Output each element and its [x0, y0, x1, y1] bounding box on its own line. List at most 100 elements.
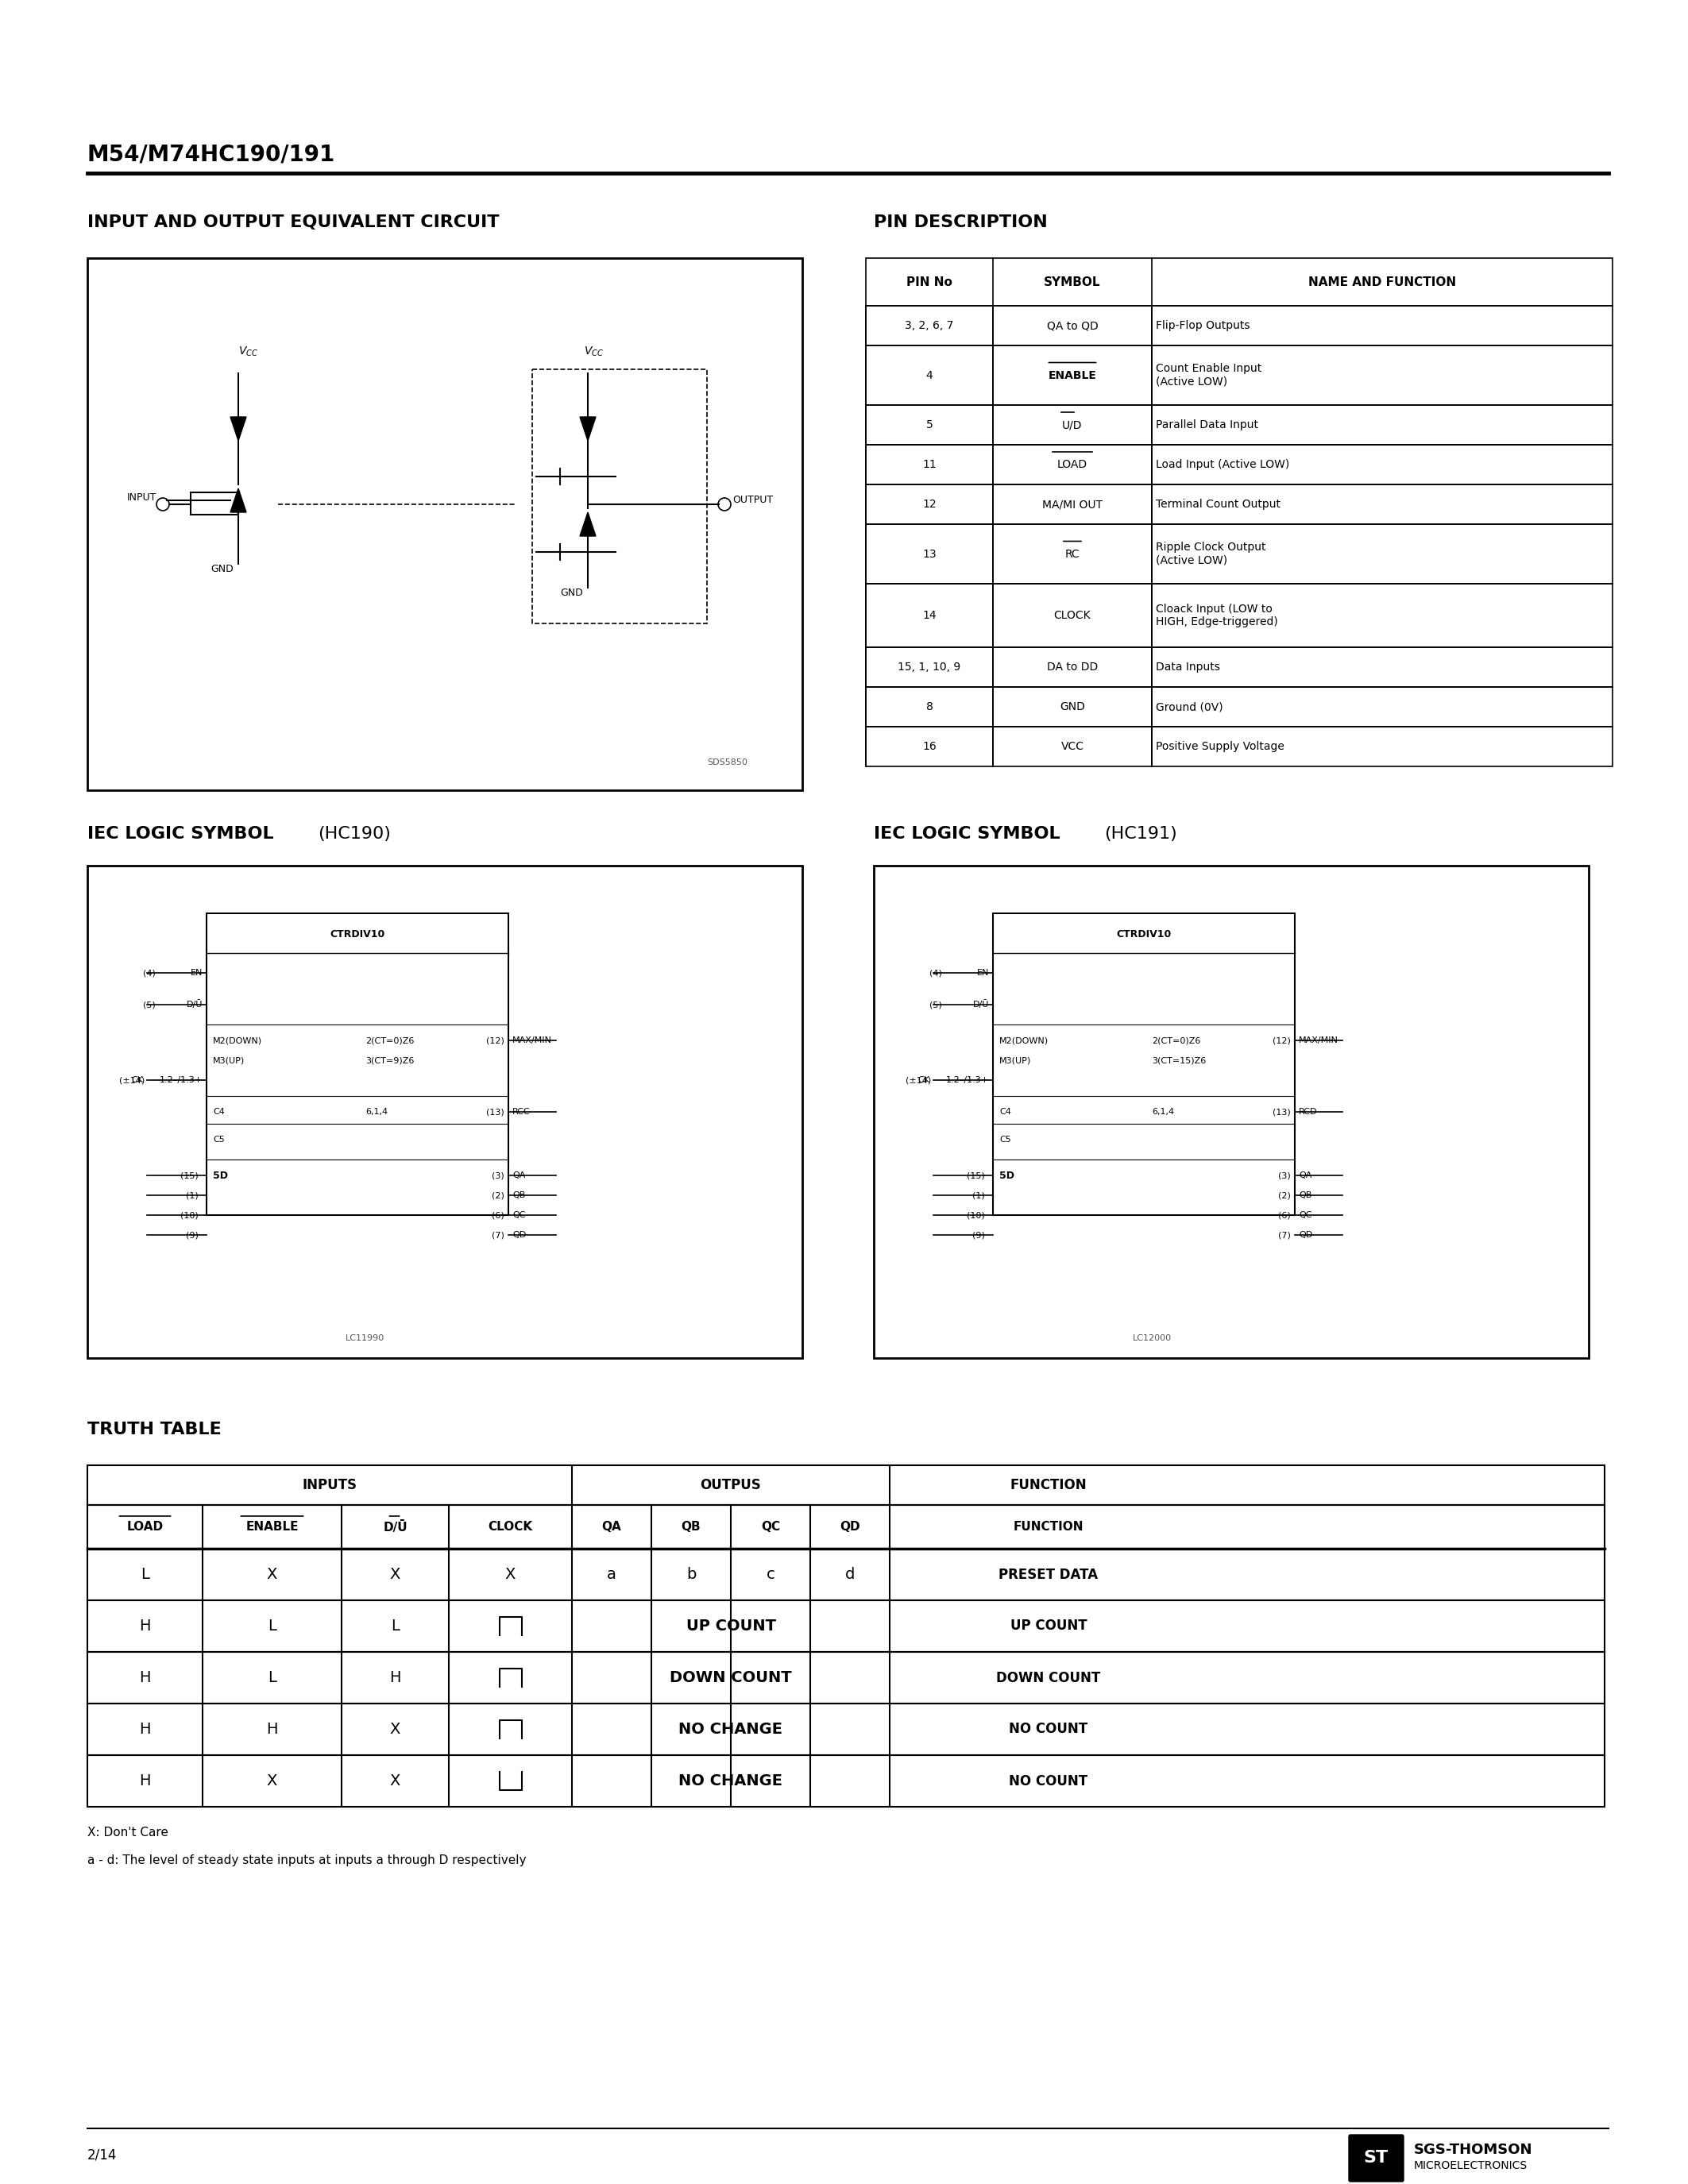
- Polygon shape: [581, 513, 596, 535]
- Text: 16: 16: [922, 740, 937, 751]
- Text: C4: C4: [999, 1107, 1011, 1116]
- Text: CTRDIV10: CTRDIV10: [1116, 928, 1171, 939]
- Text: LOAD: LOAD: [127, 1520, 164, 1533]
- Text: M2(DOWN): M2(DOWN): [999, 1037, 1048, 1044]
- Text: QA: QA: [1298, 1171, 1312, 1179]
- Text: IEC LOGIC SYMBOL: IEC LOGIC SYMBOL: [88, 826, 273, 841]
- Text: a: a: [608, 1566, 616, 1581]
- Text: D/Ū: D/Ū: [972, 1000, 989, 1009]
- Text: a - d: The level of steady state inputs at inputs a through D respectively: a - d: The level of steady state inputs …: [88, 1854, 527, 1867]
- Text: (9): (9): [186, 1232, 199, 1238]
- Text: OUTPUS: OUTPUS: [701, 1479, 761, 1492]
- Text: 1.2–/1.3+: 1.2–/1.3+: [160, 1077, 203, 1083]
- Text: RC: RC: [1065, 548, 1080, 559]
- Text: CLOCK: CLOCK: [1053, 609, 1090, 620]
- Text: D/Ū: D/Ū: [186, 1000, 203, 1009]
- Text: Flip-Flop Outputs: Flip-Flop Outputs: [1156, 321, 1249, 332]
- Bar: [88, 1651, 1605, 1704]
- Text: (12): (12): [1273, 1037, 1291, 1044]
- Text: Cloack Input (LOW to
HIGH, Edge-triggered): Cloack Input (LOW to HIGH, Edge-triggere…: [1156, 603, 1278, 627]
- Text: (5): (5): [930, 1000, 942, 1009]
- Text: QA to QD: QA to QD: [1047, 321, 1099, 332]
- Text: X: X: [390, 1566, 400, 1581]
- Text: RCC: RCC: [513, 1107, 530, 1116]
- Text: MAX/MIN: MAX/MIN: [513, 1037, 552, 1044]
- Bar: [88, 258, 802, 791]
- Text: M3(UP): M3(UP): [213, 1057, 245, 1064]
- Text: DOWN COUNT: DOWN COUNT: [670, 1671, 792, 1686]
- Text: PIN DESCRIPTION: PIN DESCRIPTION: [874, 214, 1048, 229]
- Text: 12: 12: [922, 498, 937, 509]
- Text: FUNCTION: FUNCTION: [1009, 1479, 1087, 1492]
- Text: QB: QB: [513, 1190, 525, 1199]
- Text: X: X: [390, 1773, 400, 1789]
- Text: LC12000: LC12000: [1133, 1334, 1171, 1343]
- Bar: [88, 1465, 1605, 1505]
- Text: C5: C5: [999, 1136, 1011, 1144]
- Text: OUTPUT: OUTPUT: [733, 496, 773, 505]
- Text: ENABLE: ENABLE: [246, 1520, 299, 1533]
- Text: 11: 11: [922, 459, 937, 470]
- Text: 5D: 5D: [999, 1171, 1014, 1182]
- Text: (9): (9): [972, 1232, 986, 1238]
- Bar: [866, 258, 1612, 306]
- Bar: [88, 1704, 1605, 1756]
- Text: (15): (15): [181, 1171, 199, 1179]
- Text: QC: QC: [513, 1212, 525, 1219]
- Text: QB: QB: [682, 1520, 701, 1533]
- Text: D/Ū: D/Ū: [383, 1520, 407, 1533]
- Text: 8: 8: [925, 701, 933, 712]
- Text: 4: 4: [927, 369, 933, 380]
- Bar: [866, 688, 1612, 727]
- Text: (1): (1): [972, 1190, 986, 1199]
- Text: QC: QC: [761, 1520, 780, 1533]
- Text: NO COUNT: NO COUNT: [1009, 1723, 1089, 1736]
- Text: Positive Supply Voltage: Positive Supply Voltage: [1156, 740, 1285, 751]
- Text: (HC191): (HC191): [1104, 826, 1177, 841]
- Text: M54/M74HC190/191: M54/M74HC190/191: [88, 142, 336, 166]
- Text: L: L: [392, 1618, 400, 1634]
- Text: (13): (13): [486, 1107, 505, 1116]
- Text: CK: CK: [132, 1077, 143, 1083]
- FancyBboxPatch shape: [1349, 2134, 1404, 2182]
- Text: PRESET DATA: PRESET DATA: [999, 1568, 1099, 1581]
- Text: 3(CT=15)Z6: 3(CT=15)Z6: [1151, 1057, 1205, 1064]
- Text: INPUTS: INPUTS: [302, 1479, 358, 1492]
- Text: C4: C4: [213, 1107, 225, 1116]
- Text: MAX/MIN: MAX/MIN: [1298, 1037, 1339, 1044]
- Text: $V_{CC}$: $V_{CC}$: [238, 345, 258, 358]
- Text: H: H: [138, 1721, 150, 1736]
- Text: (13): (13): [1273, 1107, 1291, 1116]
- Text: EN: EN: [977, 970, 989, 976]
- Bar: [866, 524, 1612, 583]
- Text: NAME AND FUNCTION: NAME AND FUNCTION: [1308, 275, 1457, 288]
- Text: (±14): (±14): [120, 1077, 145, 1083]
- Bar: [866, 646, 1612, 688]
- Text: (4): (4): [143, 970, 155, 976]
- Text: INPUT AND OUTPUT EQUIVALENT CIRCUIT: INPUT AND OUTPUT EQUIVALENT CIRCUIT: [88, 214, 500, 229]
- Text: GND: GND: [560, 587, 582, 598]
- Bar: [206, 913, 508, 1214]
- Text: EN: EN: [191, 970, 203, 976]
- Text: X: X: [267, 1773, 277, 1789]
- Text: 2(CT=0)Z6: 2(CT=0)Z6: [365, 1037, 414, 1044]
- Text: DA to DD: DA to DD: [1047, 662, 1097, 673]
- Bar: [88, 1505, 1605, 1548]
- Text: M3(UP): M3(UP): [999, 1057, 1031, 1064]
- Text: L: L: [268, 1671, 277, 1686]
- Text: X: Don't Care: X: Don't Care: [88, 1826, 169, 1839]
- Text: UP COUNT: UP COUNT: [685, 1618, 776, 1634]
- Text: 3, 2, 6, 7: 3, 2, 6, 7: [905, 321, 954, 332]
- Text: CK: CK: [918, 1077, 930, 1083]
- Text: CTRDIV10: CTRDIV10: [329, 928, 385, 939]
- Text: (7): (7): [1278, 1232, 1291, 1238]
- Text: UP COUNT: UP COUNT: [1009, 1618, 1087, 1634]
- Text: RCD: RCD: [1298, 1107, 1317, 1116]
- Text: X: X: [267, 1566, 277, 1581]
- Text: QB: QB: [1298, 1190, 1312, 1199]
- Text: (6): (6): [1278, 1212, 1291, 1219]
- Text: $V_{CC}$: $V_{CC}$: [584, 345, 604, 358]
- Text: VCC: VCC: [1060, 740, 1084, 751]
- Text: CLOCK: CLOCK: [488, 1520, 533, 1533]
- Bar: [866, 345, 1612, 404]
